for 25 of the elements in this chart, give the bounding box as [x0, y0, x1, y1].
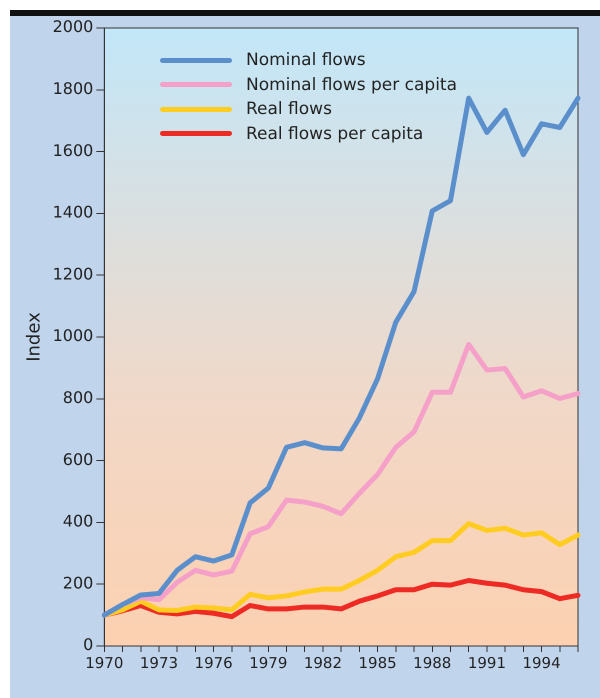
- x-tick-label: 1976: [194, 654, 233, 672]
- y-tick-label: 1200: [52, 264, 94, 284]
- x-tick-label: 1973: [140, 654, 178, 672]
- y-tick-label: 1800: [52, 78, 94, 98]
- legend-label: Real flows: [246, 98, 332, 121]
- y-axis-title: Index: [23, 312, 44, 362]
- x-tick-label: 1991: [468, 654, 506, 672]
- y-tick-label: 200: [62, 573, 94, 592]
- y-tick-label: 600: [62, 450, 94, 469]
- y-tick-label: 1000: [52, 326, 94, 346]
- y-tick-label: 1400: [52, 202, 94, 222]
- x-tick-label: 1994: [522, 654, 561, 672]
- x-tick-label: 1982: [304, 654, 342, 672]
- y-tick-label: 2000: [52, 17, 94, 36]
- legend-label: Nominal flows: [246, 49, 366, 72]
- y-tick-label: 1600: [52, 140, 94, 160]
- y-tick-label: 800: [62, 388, 94, 407]
- x-tick-label: 1985: [358, 654, 397, 672]
- legend-label: Nominal flows per capita: [246, 74, 457, 96]
- x-tick-label: 1988: [413, 654, 452, 672]
- x-tick-label: 1979: [249, 654, 288, 672]
- legend-label: Real flows per capita: [246, 122, 424, 146]
- x-tick-label: 1970: [85, 654, 124, 672]
- y-tick-label: 400: [62, 512, 94, 531]
- y-tick-label: 0: [83, 635, 94, 654]
